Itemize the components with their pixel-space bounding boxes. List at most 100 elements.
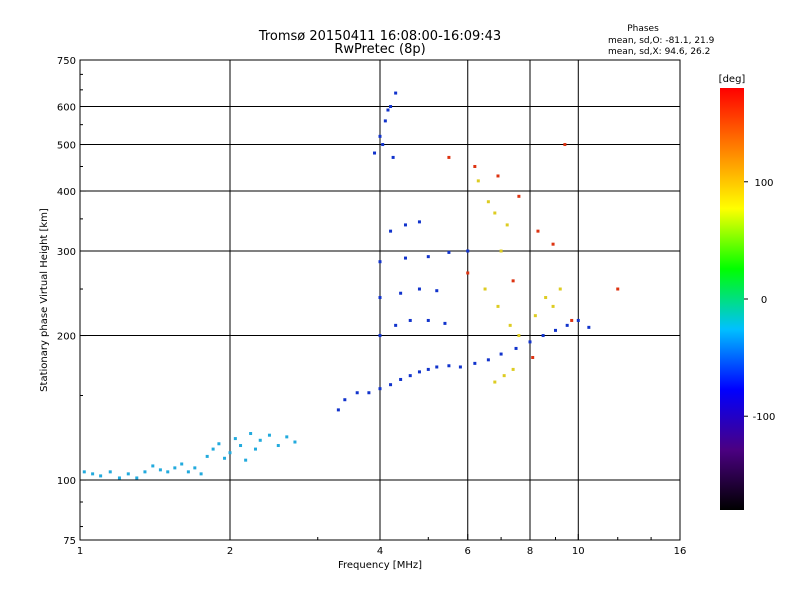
points-layer <box>82 91 620 480</box>
data-point-mixed-phase-4 <box>505 223 509 227</box>
grid-layer <box>80 60 680 540</box>
data-point-blue-dense-42 <box>383 119 387 123</box>
data-point-blue-dense-34 <box>426 255 430 259</box>
data-point-low-cyan-22 <box>239 444 243 448</box>
data-point-blue-dense-41 <box>378 134 382 138</box>
data-point-blue-dense-27 <box>443 321 447 325</box>
data-point-blue-dense-9 <box>426 367 430 371</box>
ticks-layer: 1 2 4 6 8 10 16 75 100 200 300 400 500 600 750 <box>57 56 686 557</box>
data-point-blue-dense-24 <box>394 323 398 327</box>
y-tick-label-600: 600 <box>57 103 76 114</box>
data-point-blue-dense-17 <box>528 340 532 344</box>
data-point-blue-dense-36 <box>466 249 470 253</box>
data-point-mixed-phase-9 <box>533 314 537 318</box>
data-point-blue-dense-13 <box>473 361 477 365</box>
data-point-mixed-phase-1 <box>486 200 490 204</box>
data-point-blue-dense-43 <box>389 105 393 109</box>
data-point-low-cyan-5 <box>126 472 130 476</box>
data-point-low-cyan-29 <box>285 435 289 439</box>
data-point-blue-dense-20 <box>565 323 569 327</box>
data-point-blue-dense-37 <box>389 229 393 233</box>
data-point-low-cyan-7 <box>143 470 147 474</box>
data-point-blue-dense-6 <box>399 377 403 381</box>
data-point-blue-dense-22 <box>587 325 591 329</box>
data-point-blue-dense-15 <box>499 352 503 356</box>
chart-title: Tromsø 20150411 16:08:00-16:09:43 <box>258 29 501 44</box>
data-point-low-cyan-2 <box>99 474 103 478</box>
data-point-blue-dense-1 <box>343 398 347 402</box>
data-point-low-cyan-4 <box>117 476 121 480</box>
data-point-low-cyan-24 <box>249 432 253 436</box>
data-point-mixed-phase-2 <box>493 211 497 215</box>
data-point-blue-dense-32 <box>378 260 382 264</box>
data-point-blue-dense-44 <box>394 91 398 95</box>
data-point-blue-dense-19 <box>553 328 557 332</box>
data-point-low-cyan-8 <box>151 464 155 468</box>
data-point-blue-dense-21 <box>576 318 580 322</box>
data-point-low-cyan-10 <box>166 470 170 474</box>
x-tick-label-2: 2 <box>227 546 233 557</box>
data-point-low-cyan-9 <box>158 468 162 472</box>
data-point-mixed-phase-13 <box>493 380 497 384</box>
colorbar-tick-label-100: 100 <box>754 178 773 189</box>
data-point-mixed-phase-10 <box>544 296 548 300</box>
data-point-mixed-phase-11 <box>551 304 555 308</box>
y-tick-label-750: 750 <box>57 56 76 67</box>
data-point-blue-dense-46 <box>386 108 390 112</box>
data-point-blue-dense-35 <box>447 250 451 254</box>
data-point-low-cyan-25 <box>253 447 257 451</box>
data-point-high-red-6 <box>563 143 567 147</box>
data-point-blue-dense-39 <box>417 220 421 224</box>
x-tick-label-4: 4 <box>377 546 383 557</box>
data-point-low-cyan-6 <box>135 476 139 480</box>
data-point-blue-dense-31 <box>435 289 439 293</box>
x-tick-label-1: 1 <box>77 546 83 557</box>
x-tick-label-8: 8 <box>527 546 533 557</box>
chart-subtitle: RwPretec (8p) <box>334 42 425 57</box>
data-point-high-red-4 <box>536 229 540 233</box>
data-point-blue-dense-0 <box>336 408 340 412</box>
y-tick-label-75: 75 <box>63 536 76 547</box>
data-point-low-cyan-28 <box>276 444 280 448</box>
legend-x-stats: mean, sd,X: 94.6, 26.2 <box>608 47 710 57</box>
x-tick-label-6: 6 <box>465 546 471 557</box>
data-point-low-cyan-17 <box>211 447 215 451</box>
data-point-blue-dense-47 <box>391 155 395 159</box>
data-point-low-cyan-23 <box>244 458 248 462</box>
data-point-low-cyan-3 <box>108 470 112 474</box>
data-point-blue-dense-40 <box>373 151 377 155</box>
data-point-high-red-5 <box>551 242 555 246</box>
y-tick-label-400: 400 <box>57 187 76 198</box>
data-point-blue-dense-14 <box>486 358 490 362</box>
data-point-blue-dense-3 <box>367 391 371 395</box>
data-point-low-cyan-1 <box>91 472 95 476</box>
colorbar-tick-label-0: 0 <box>761 295 767 306</box>
data-point-blue-dense-2 <box>355 391 359 395</box>
y-tick-label-500: 500 <box>57 141 76 152</box>
x-tick-label-10: 10 <box>572 546 585 557</box>
data-point-high-red-0 <box>447 155 451 159</box>
data-point-low-cyan-13 <box>186 470 190 474</box>
data-point-high-red-1 <box>473 164 477 168</box>
data-point-mixed-phase-8 <box>517 334 521 338</box>
data-point-low-cyan-18 <box>217 442 221 446</box>
data-point-blue-dense-30 <box>417 287 421 291</box>
y-tick-label-100: 100 <box>57 476 76 487</box>
data-point-low-cyan-26 <box>258 438 262 442</box>
data-point-low-cyan-30 <box>293 440 297 444</box>
data-point-high-red-9 <box>531 355 535 359</box>
data-point-blue-dense-7 <box>408 374 412 378</box>
data-point-blue-dense-23 <box>378 334 382 338</box>
data-point-mixed-phase-12 <box>558 287 562 291</box>
data-point-blue-dense-28 <box>378 296 382 300</box>
data-point-mixed-phase-0 <box>476 179 480 183</box>
y-tick-label-300: 300 <box>57 247 76 258</box>
data-point-low-cyan-14 <box>193 466 197 470</box>
data-point-high-red-11 <box>616 287 620 291</box>
data-point-mixed-phase-5 <box>483 287 487 291</box>
data-point-blue-dense-11 <box>447 364 451 368</box>
data-point-blue-dense-33 <box>403 256 407 260</box>
legend-heading: Phases <box>627 24 659 34</box>
colorbar-tick-label--100: -100 <box>753 412 776 423</box>
